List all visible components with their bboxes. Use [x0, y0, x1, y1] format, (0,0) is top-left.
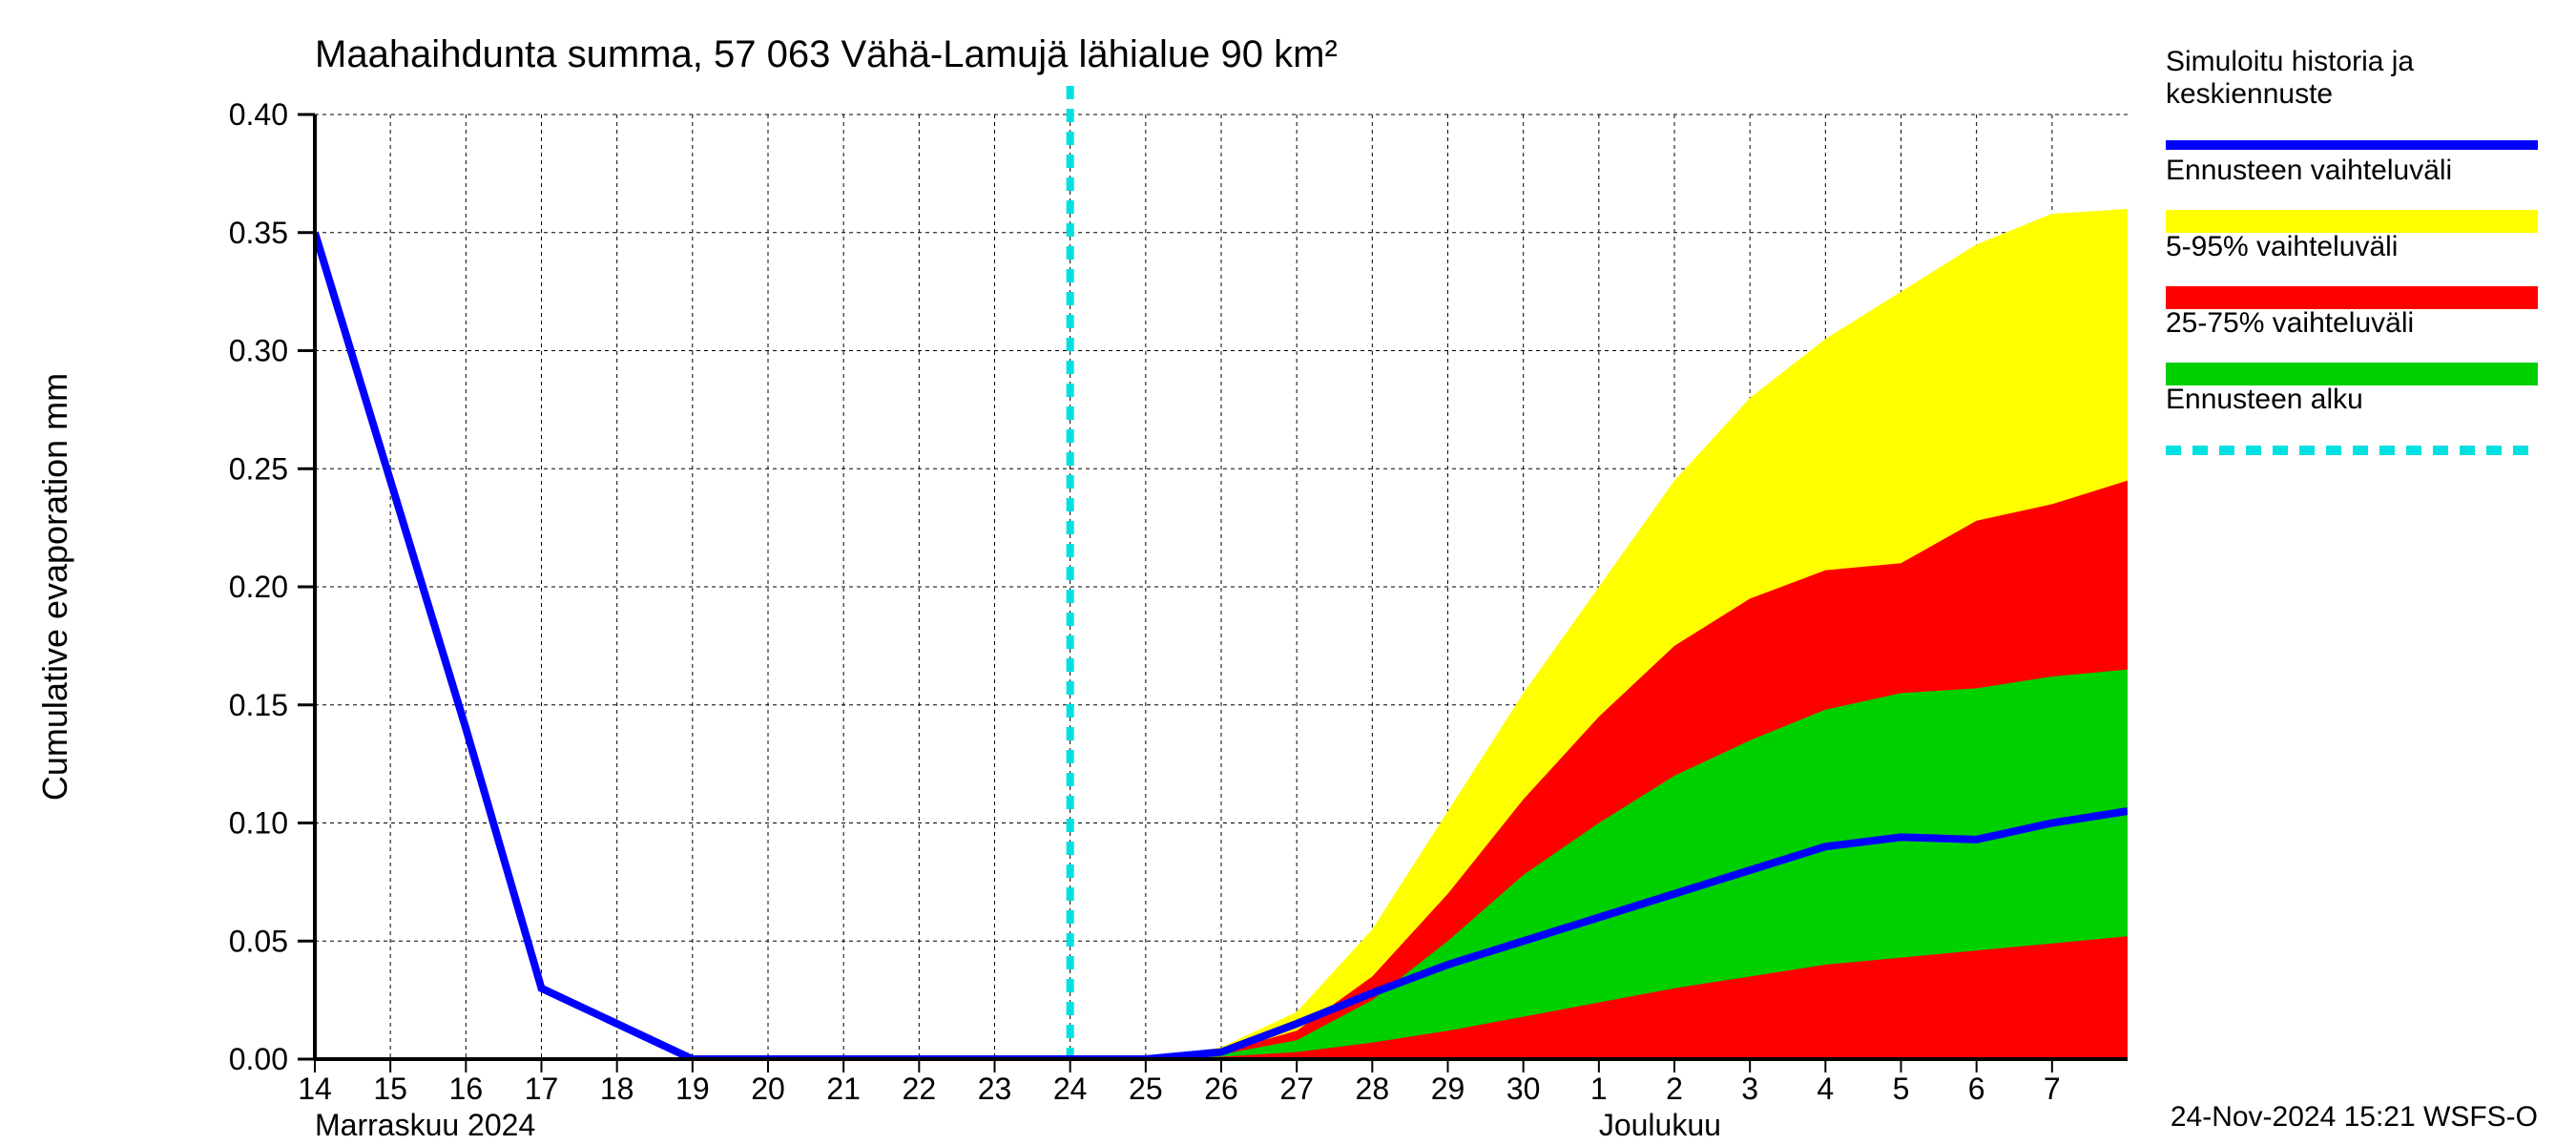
- x-tick-label: 26: [1204, 1072, 1238, 1106]
- legend-swatch: [2166, 210, 2538, 233]
- x-tick-label: 16: [449, 1072, 484, 1106]
- x-tick-label: 17: [525, 1072, 559, 1106]
- y-tick-label: 0.25: [229, 451, 288, 486]
- x-tick-label: 23: [978, 1072, 1012, 1106]
- legend-label: 25-75% vaihteluväli: [2166, 307, 2414, 339]
- x-tick-label: 27: [1279, 1072, 1314, 1106]
- x-tick-label: 7: [2044, 1072, 2061, 1106]
- month-label: Joulukuu: [1599, 1108, 1721, 1142]
- month-label: Marraskuu 2024: [315, 1108, 535, 1142]
- x-tick-label: 1: [1590, 1072, 1608, 1106]
- x-tick-label: 25: [1129, 1072, 1163, 1106]
- legend-label: Simuloitu historia ja: [2166, 46, 2414, 77]
- x-tick-label: 4: [1817, 1072, 1834, 1106]
- chart-svg: Maahaihdunta summa, 57 063 Vähä-Lamujä l…: [0, 0, 2576, 1145]
- x-tick-label: 29: [1431, 1072, 1465, 1106]
- x-tick-label: 24: [1053, 1072, 1088, 1106]
- x-tick-label: 6: [1968, 1072, 1985, 1106]
- x-tick-label: 2: [1666, 1072, 1683, 1106]
- x-tick-label: 28: [1356, 1072, 1390, 1106]
- y-tick-label: 0.20: [229, 570, 288, 604]
- x-tick-label: 15: [373, 1072, 407, 1106]
- x-tick-label: 19: [675, 1072, 710, 1106]
- y-tick-label: 0.35: [229, 216, 288, 250]
- legend-swatch: [2166, 363, 2538, 385]
- legend-label: Ennusteen alku: [2166, 384, 2363, 415]
- y-tick-label: 0.05: [229, 924, 288, 958]
- x-tick-label: 14: [298, 1072, 332, 1106]
- y-tick-label: 0.40: [229, 97, 288, 132]
- y-axis-label: Cumulative evaporation mm: [35, 373, 74, 801]
- x-tick-label: 30: [1506, 1072, 1541, 1106]
- x-tick-label: 5: [1893, 1072, 1910, 1106]
- x-tick-label: 18: [600, 1072, 634, 1106]
- timestamp-label: 24-Nov-2024 15:21 WSFS-O: [2171, 1101, 2538, 1133]
- legend-label: Ennusteen vaihteluväli: [2166, 155, 2452, 186]
- y-tick-label: 0.15: [229, 688, 288, 722]
- y-tick-label: 0.30: [229, 334, 288, 368]
- chart-title: Maahaihdunta summa, 57 063 Vähä-Lamujä l…: [315, 33, 1338, 75]
- legend-swatch: [2166, 286, 2538, 309]
- x-tick-label: 22: [903, 1072, 937, 1106]
- x-tick-label: 20: [751, 1072, 785, 1106]
- x-tick-label: 21: [826, 1072, 861, 1106]
- legend-label: keskiennuste: [2166, 78, 2333, 110]
- y-tick-label: 0.00: [229, 1042, 288, 1076]
- x-tick-label: 3: [1741, 1072, 1758, 1106]
- y-tick-label: 0.10: [229, 806, 288, 841]
- legend-label: 5-95% vaihteluväli: [2166, 231, 2398, 262]
